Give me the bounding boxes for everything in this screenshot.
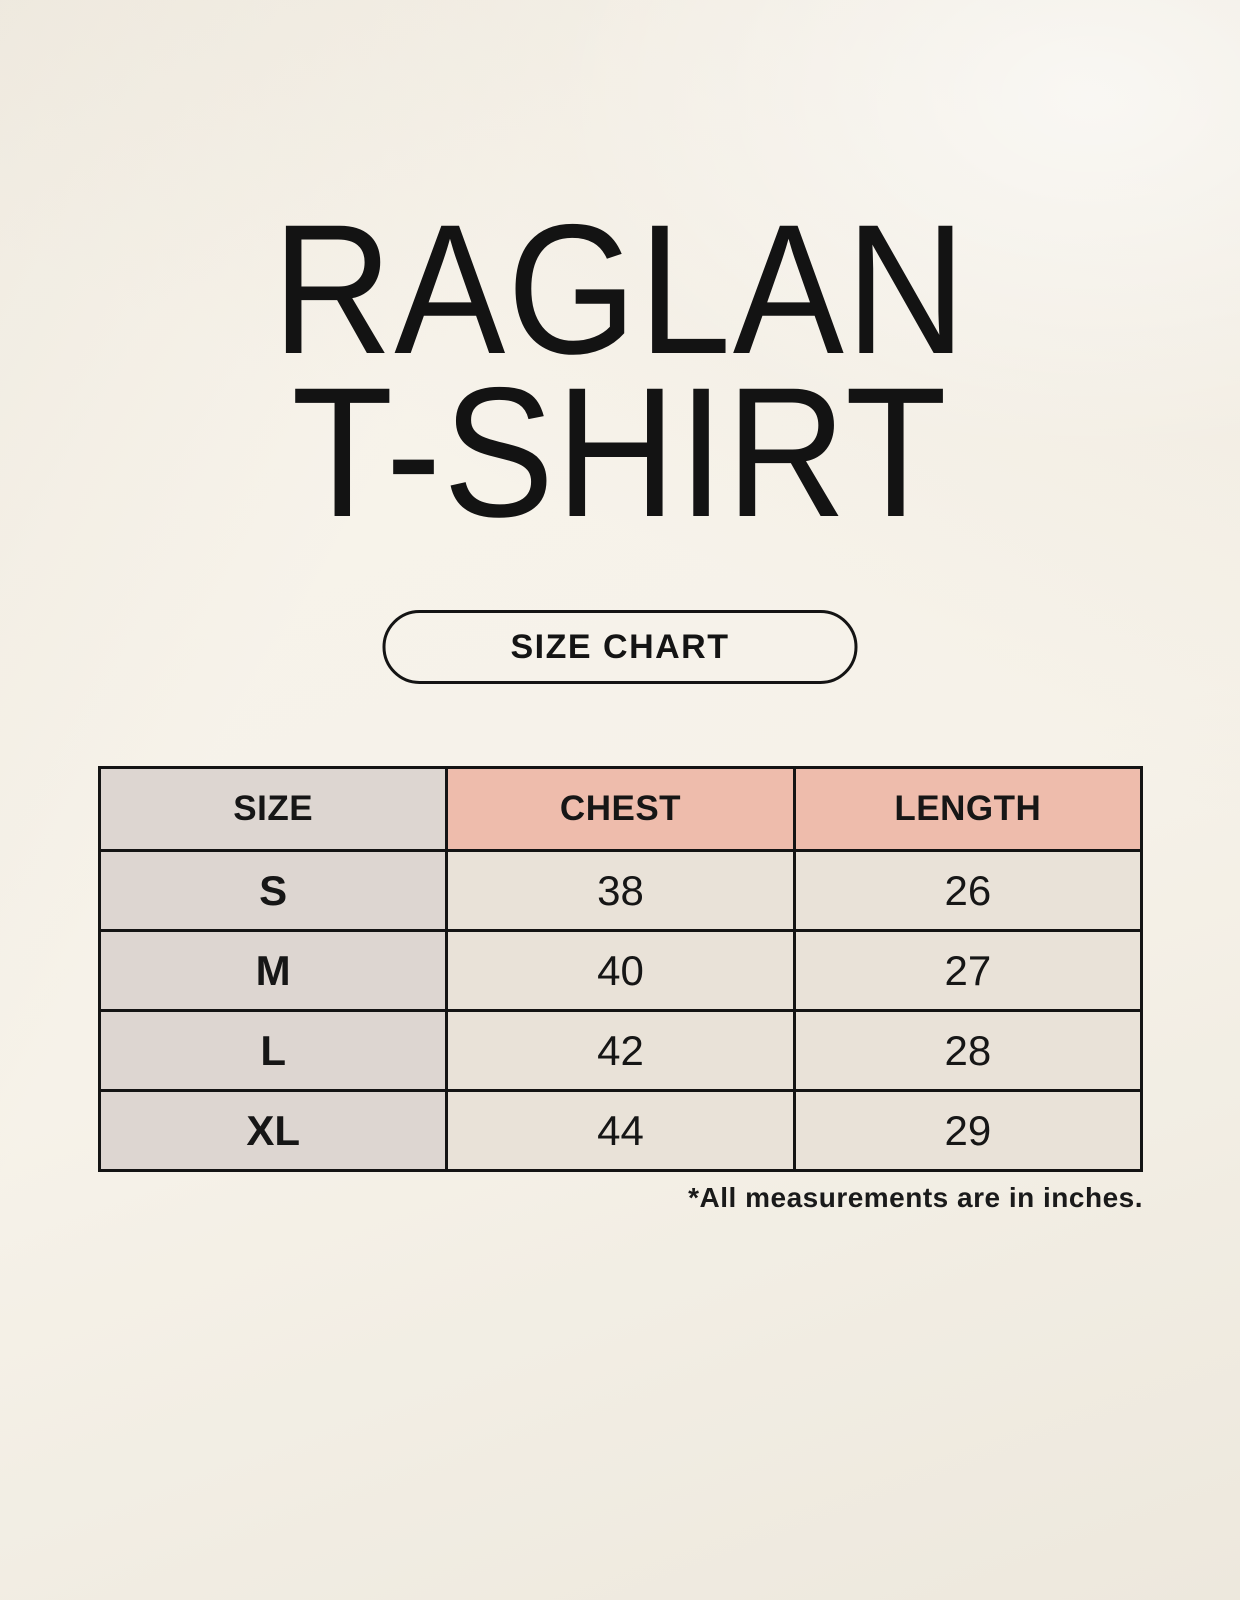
size-cell: M bbox=[97, 929, 449, 1012]
column-header-length: LENGTH bbox=[792, 766, 1144, 852]
chest-cell: 40 bbox=[445, 929, 796, 1012]
product-title-line-1: RAGLAN bbox=[272, 187, 968, 393]
length-cell: 28 bbox=[792, 1009, 1144, 1092]
size-chart-table: SIZE CHEST LENGTH S 38 26 M 40 27 L 42 2… bbox=[97, 766, 1144, 1172]
size-cell: S bbox=[97, 849, 449, 932]
size-chart-button-label: SIZE CHART bbox=[510, 627, 730, 666]
column-header-chest: CHEST bbox=[445, 766, 796, 852]
column-header-size: SIZE bbox=[97, 766, 449, 852]
measurements-footnote: *All measurements are in inches. bbox=[688, 1182, 1143, 1213]
table-row: XL 44 29 bbox=[97, 1089, 1144, 1172]
table-header-row: SIZE CHEST LENGTH bbox=[97, 766, 1144, 852]
length-cell: 27 bbox=[792, 929, 1144, 1012]
length-cell: 29 bbox=[792, 1089, 1144, 1172]
table-row: L 42 28 bbox=[97, 1009, 1144, 1092]
product-title: RAGLAN T-SHIRT bbox=[62, 187, 1178, 556]
chest-cell: 42 bbox=[445, 1009, 796, 1092]
chest-cell: 38 bbox=[445, 849, 796, 932]
product-title-line-2: T-SHIRT bbox=[291, 350, 949, 556]
size-chart-button[interactable]: SIZE CHART bbox=[382, 610, 858, 684]
table-row: M 40 27 bbox=[97, 929, 1144, 1012]
length-cell: 26 bbox=[792, 849, 1144, 932]
table-row: S 38 26 bbox=[97, 849, 1144, 932]
chest-cell: 44 bbox=[445, 1089, 796, 1172]
size-cell: L bbox=[97, 1009, 449, 1092]
size-cell: XL bbox=[97, 1089, 449, 1172]
